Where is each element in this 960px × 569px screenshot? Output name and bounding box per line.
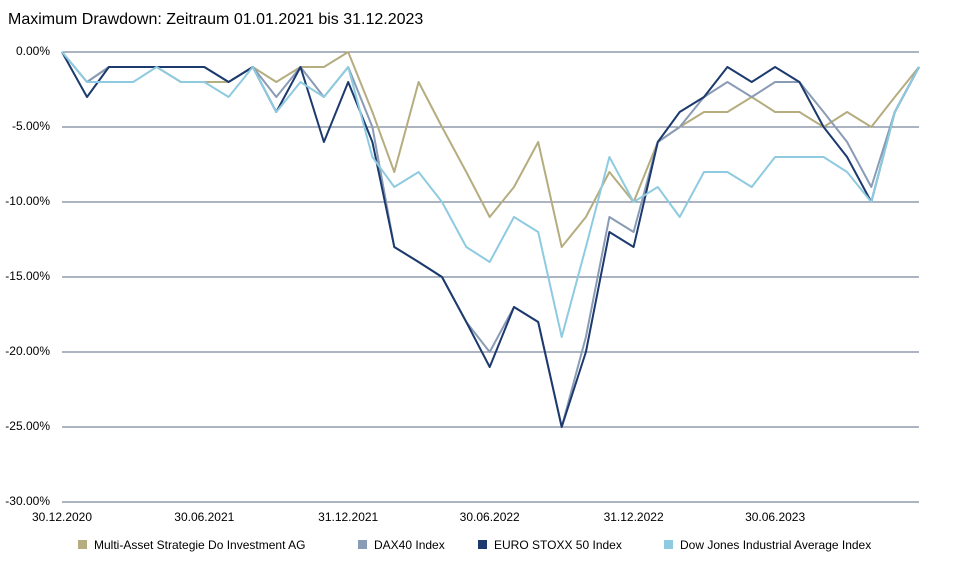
y-tick-label: -5.00% bbox=[12, 119, 50, 133]
chart-title: Maximum Drawdown: Zeitraum 01.01.2021 bi… bbox=[8, 11, 423, 28]
x-tick-label: 30.06.2021 bbox=[174, 510, 234, 524]
y-tick-label: -15.00% bbox=[5, 269, 50, 283]
y-tick-label: 0.00% bbox=[16, 44, 50, 58]
series-line bbox=[61, 51, 920, 428]
legend-label: Multi-Asset Strategie Do Investment AG bbox=[94, 538, 305, 552]
legend-label: EURO STOXX 50 Index bbox=[494, 538, 622, 552]
y-tick-label: -25.00% bbox=[5, 419, 50, 433]
series-line bbox=[61, 51, 920, 338]
x-tick-label: 31.12.2021 bbox=[318, 510, 378, 524]
legend-swatch bbox=[358, 540, 367, 549]
y-tick-label: -20.00% bbox=[5, 344, 50, 358]
legend-swatch bbox=[78, 540, 87, 549]
legend-swatch bbox=[664, 540, 673, 549]
x-tick-label: 30.06.2022 bbox=[460, 510, 520, 524]
legend-label: Dow Jones Industrial Average Index bbox=[680, 538, 871, 552]
x-tick-label: 30.06.2023 bbox=[745, 510, 805, 524]
legend-swatch bbox=[478, 540, 487, 549]
y-tick-label: -10.00% bbox=[5, 194, 50, 208]
series-line bbox=[61, 51, 920, 428]
legend-label: DAX40 Index bbox=[374, 538, 445, 552]
x-tick-label: 30.12.2020 bbox=[32, 510, 92, 524]
x-tick-label: 31.12.2022 bbox=[604, 510, 664, 524]
y-tick-label: -30.00% bbox=[5, 494, 50, 508]
